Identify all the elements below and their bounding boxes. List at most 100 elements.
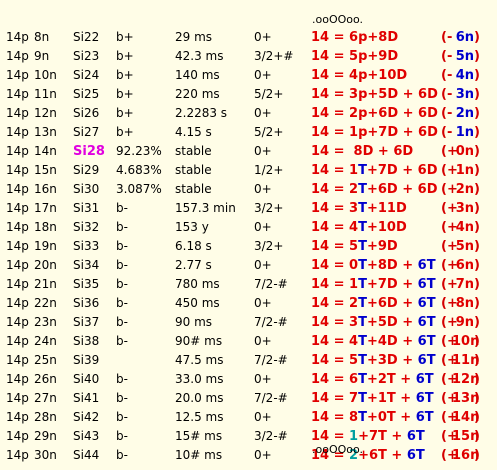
equation-segment: T <box>358 391 367 406</box>
composition-equation: 14 = 2p+6D + 6D <box>311 104 438 123</box>
equation-segment: 14 = 8 <box>311 410 359 425</box>
delta-close-paren: ) <box>474 372 480 387</box>
decay-mode: b- <box>116 220 128 234</box>
delta-sign: (+ <box>441 220 458 235</box>
equation-segment: 14 = 2 <box>311 296 359 311</box>
table-row: 14p 16n Si30 3.087% stable 0+ 14 = 2T+6D + 6D(… <box>0 180 497 199</box>
decay-mode: b- <box>116 448 128 462</box>
delta-close-paren: ) <box>474 220 480 235</box>
spin-parity: 0+ <box>254 30 272 44</box>
equation-segment: T <box>358 182 367 197</box>
neutron-count: 9n <box>34 49 50 63</box>
delta-close-paren: ) <box>474 201 480 216</box>
equation-segment: +7D + 6D <box>366 163 438 178</box>
composition-equation: 14 = 2T+6D + 6D <box>311 180 437 199</box>
equation-segment: T <box>358 296 367 311</box>
decay-mode: b- <box>116 410 128 424</box>
delta-sign: (+ <box>441 201 458 216</box>
equation-segment: 14 = 1 <box>311 277 359 292</box>
table-row: 14p 29n Si43 b- 15# ms 3/2-# 14 = 1+7T + 6T (+ 1… <box>0 427 497 446</box>
decay-mode: 3.087% <box>116 182 162 196</box>
neutron-delta: 6n <box>455 30 474 45</box>
decay-mode: 92.23% <box>116 144 162 158</box>
neutron-delta: 2n <box>455 182 474 197</box>
isotope-name: Si38 <box>73 334 100 348</box>
neutron-count: 16n <box>34 182 57 196</box>
delta-close-paren: ) <box>474 49 480 64</box>
decay-mode: b- <box>116 239 128 253</box>
delta-sign: (+ <box>441 429 458 444</box>
equation-segment: 1 <box>349 429 359 444</box>
half-life: 6.18 s <box>175 239 212 253</box>
delta-close-paren: ) <box>474 258 480 273</box>
spin-parity: 3/2+ <box>254 239 284 253</box>
equation-segment: 6T <box>417 334 436 349</box>
neutron-count: 15n <box>34 163 57 177</box>
proton-count: 14p <box>6 182 29 196</box>
equation-segment: 14 = 5p+9D <box>311 49 399 64</box>
neutron-count: 30n <box>34 448 57 462</box>
delta-close-paren: ) <box>474 106 480 121</box>
decay-mode: b- <box>116 372 128 386</box>
delta-sign: (+ <box>441 182 458 197</box>
equation-segment: 6T <box>417 315 436 330</box>
isotope-name: Si32 <box>73 220 100 234</box>
delta-sign: (+ <box>441 372 458 387</box>
neutron-delta: 11n <box>452 353 480 368</box>
delta-sign: (+ <box>441 448 458 463</box>
table-row: 14p 21n Si35 b- 780 ms 7/2-# 14 = 1T+7D + 6T (+… <box>0 275 497 294</box>
neutron-delta: 4n <box>455 68 474 83</box>
neutron-delta: 3n <box>455 87 474 102</box>
decay-mode: b- <box>116 201 128 215</box>
decay-mode: b- <box>116 315 128 329</box>
composition-equation: 14 = 4T+10D <box>311 218 407 237</box>
equation-segment: 14 = 8D + 6D <box>311 144 414 159</box>
composition-equation: 14 = 1p+7D + 6D <box>311 123 438 142</box>
table-row: 14p 28n Si42 b- 12.5 ms 0+ 14 = 8T+0T + 6T (+ 14… <box>0 408 497 427</box>
delta-sign: (+ <box>441 353 458 368</box>
isotope-name: Si37 <box>73 315 100 329</box>
table-row: 14p 27n Si41 b- 20.0 ms 7/2-# 14 = 7T+1T + 6T (… <box>0 389 497 408</box>
delta-close-paren: ) <box>474 353 480 368</box>
neutron-delta: 9n <box>455 315 474 330</box>
equation-segment: +7D + <box>366 277 418 292</box>
proton-count: 14p <box>6 448 29 462</box>
equation-segment: +2T + <box>366 372 416 387</box>
half-life: stable <box>175 144 212 158</box>
table-row: 14p 20n Si34 b- 2.77 s 0+ 14 = 0T+8D + 6T (+ 6n) <box>0 256 497 275</box>
half-life: 12.5 ms <box>175 410 224 424</box>
spin-parity: 5/2+ <box>254 87 284 101</box>
neutron-count: 12n <box>34 106 57 120</box>
equation-segment: +1T + <box>366 391 416 406</box>
equation-segment: +4D + <box>366 334 418 349</box>
isotope-name: Si35 <box>73 277 100 291</box>
delta-close-paren: ) <box>474 68 480 83</box>
composition-equation: 14 = 8T+0T + 6T <box>311 408 434 427</box>
proton-count: 14p <box>6 125 29 139</box>
proton-count: 14p <box>6 68 29 82</box>
neutron-count: 20n <box>34 258 57 272</box>
equation-segment: 6T <box>417 258 436 273</box>
delta-sign: (+ <box>441 277 458 292</box>
neutron-delta: 6n <box>455 258 474 273</box>
neutron-delta: 8n <box>455 296 474 311</box>
equation-segment: 14 = 4 <box>311 334 359 349</box>
equation-segment: T <box>358 201 367 216</box>
neutron-delta: 15n <box>452 429 480 444</box>
equation-segment: +3D + <box>366 353 418 368</box>
composition-equation: 14 = 5T+9D <box>311 237 398 256</box>
isotope-name: Si44 <box>73 448 100 462</box>
isotope-name: Si41 <box>73 391 100 405</box>
proton-count: 14p <box>6 144 29 158</box>
delta-close-paren: ) <box>474 429 480 444</box>
delta-close-paren: ) <box>474 296 480 311</box>
table-row: 14p 10n Si24 b+ 140 ms 0+ 14 = 4p+10D (- 4n) <box>0 66 497 85</box>
equation-segment: 14 = 4p+10D <box>311 68 408 83</box>
table-row: 14p 26n Si40 b- 33.0 ms 0+ 14 = 6T+2T + 6T (+ 12… <box>0 370 497 389</box>
equation-segment: 14 = 2p+6D + 6D <box>311 106 438 121</box>
half-life: 20.0 ms <box>175 391 224 405</box>
half-life: 450 ms <box>175 296 220 310</box>
table-row: 14p 23n Si37 b- 90 ms 7/2-# 14 = 3T+5D + 6T (+ 9… <box>0 313 497 332</box>
half-life: 33.0 ms <box>175 372 224 386</box>
equation-segment: T <box>358 239 367 254</box>
